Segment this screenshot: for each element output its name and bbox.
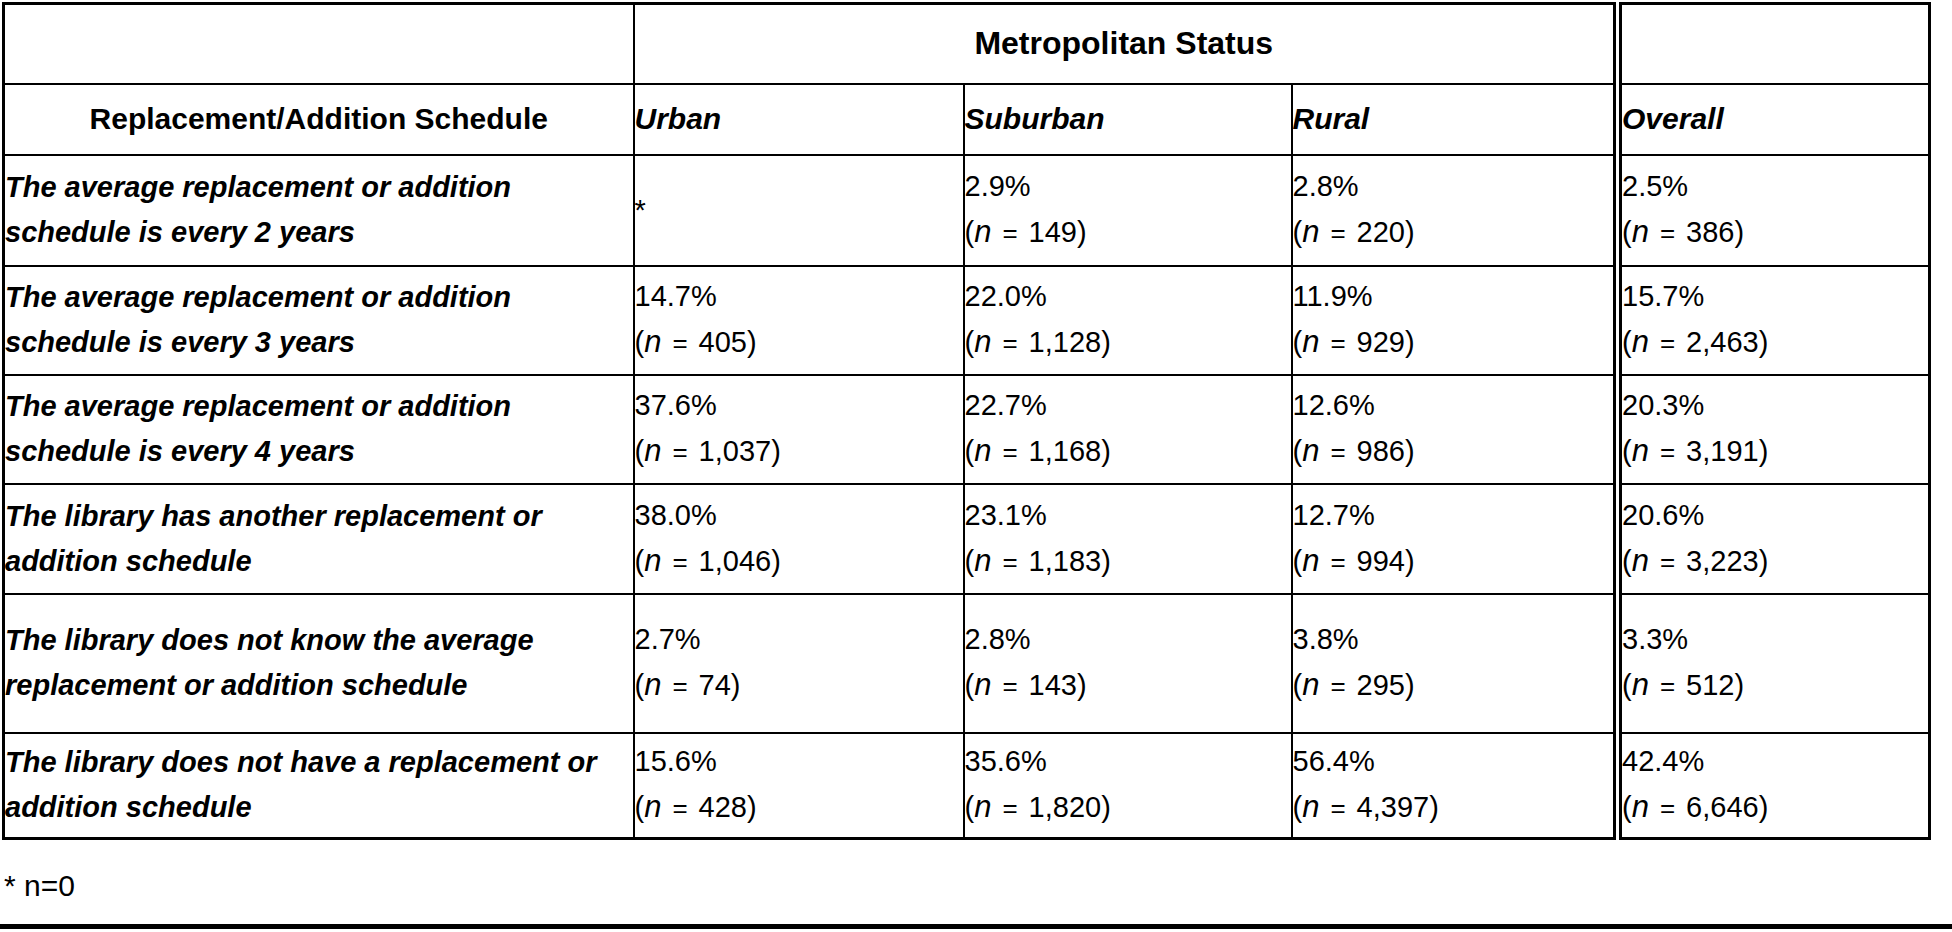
data-cell: 20.3%(n=3,191)	[1618, 375, 1930, 484]
sample-size-value: (n=3,223)	[1622, 538, 1928, 585]
bottom-rule-divider	[0, 924, 1952, 929]
data-cell: 22.0%(n=1,128)	[964, 266, 1292, 375]
row-label: The library has another replacement or a…	[4, 484, 634, 594]
sample-size-value: (n=405)	[635, 319, 963, 366]
table-row: The average replacement or addition sche…	[4, 155, 1930, 266]
sample-size-value: (n=3,191)	[1622, 428, 1928, 475]
sample-size-value: (n=386)	[1622, 209, 1928, 256]
percentage-value: 14.7%	[635, 274, 963, 319]
percentage-value: 2.7%	[635, 617, 963, 662]
sample-size-value: (n=6,646)	[1622, 784, 1928, 831]
table-row: The library does not know the average re…	[4, 594, 1930, 733]
percentage-value: 15.7%	[1622, 274, 1928, 319]
percentage-value: 3.3%	[1622, 617, 1928, 662]
data-cell: 14.7%(n=405)	[634, 266, 964, 375]
percentage-value: 12.7%	[1293, 493, 1614, 538]
percentage-value: 15.6%	[635, 739, 963, 784]
table-row: The library has another replacement or a…	[4, 484, 1930, 594]
sample-size-value: (n=1,128)	[965, 319, 1291, 366]
data-cell: 2.7%(n=74)	[634, 594, 964, 733]
data-cell: 2.8%(n=143)	[964, 594, 1292, 733]
percentage-value: 2.5%	[1622, 164, 1928, 209]
data-cell: 42.4%(n=6,646)	[1618, 733, 1930, 839]
row-label: The average replacement or addition sche…	[4, 155, 634, 266]
sample-size-value: (n=1,820)	[965, 784, 1291, 831]
data-cell: 12.6%(n=986)	[1292, 375, 1618, 484]
column-header-urban: Urban	[634, 84, 964, 155]
sample-size-value: (n=1,168)	[965, 428, 1291, 475]
data-cell: 22.7%(n=1,168)	[964, 375, 1292, 484]
percentage-value: 22.0%	[965, 274, 1291, 319]
data-cell: 2.9%(n=149)	[964, 155, 1292, 266]
table-row: The average replacement or addition sche…	[4, 375, 1930, 484]
sample-size-value: (n=2,463)	[1622, 319, 1928, 366]
table-body: The average replacement or addition sche…	[4, 155, 1930, 839]
sample-size-value: (n=994)	[1293, 538, 1614, 585]
percentage-value: 35.6%	[965, 739, 1291, 784]
data-cell: 2.8%(n=220)	[1292, 155, 1618, 266]
data-cell: 11.9%(n=929)	[1292, 266, 1618, 375]
row-header-replacement-addition-schedule: Replacement/Addition Schedule	[4, 84, 634, 155]
sample-size-value: (n=1,037)	[635, 428, 963, 475]
data-cell: 15.7%(n=2,463)	[1618, 266, 1930, 375]
percentage-value: 20.6%	[1622, 493, 1928, 538]
percentage-value: 42.4%	[1622, 739, 1928, 784]
span-header-row: Metropolitan Status	[4, 4, 1930, 84]
column-header-row: Replacement/Addition Schedule UrbanSubur…	[4, 84, 1930, 155]
percentage-value: 37.6%	[635, 383, 963, 428]
sample-size-value: (n=74)	[635, 662, 963, 709]
table-row: The average replacement or addition sche…	[4, 266, 1930, 375]
data-cell: 3.3%(n=512)	[1618, 594, 1930, 733]
sample-size-value: (n=143)	[965, 662, 1291, 709]
sample-size-value: (n=220)	[1293, 209, 1614, 256]
percentage-value: 3.8%	[1293, 617, 1614, 662]
row-label: The average replacement or addition sche…	[4, 375, 634, 484]
sample-size-value: (n=295)	[1293, 662, 1614, 709]
row-label: The average replacement or addition sche…	[4, 266, 634, 375]
percentage-value: 20.3%	[1622, 383, 1928, 428]
sample-size-value: (n=149)	[965, 209, 1291, 256]
sample-size-value: (n=512)	[1622, 662, 1928, 709]
table-row: The library does not have a replacement …	[4, 733, 1930, 839]
data-cell: 35.6%(n=1,820)	[964, 733, 1292, 839]
data-cell: 38.0%(n=1,046)	[634, 484, 964, 594]
percentage-value: 23.1%	[965, 493, 1291, 538]
percentage-value: *	[635, 188, 963, 233]
row-label: The library does not know the average re…	[4, 594, 634, 733]
data-cell: 56.4%(n=4,397)	[1292, 733, 1618, 839]
page: Metropolitan Status Replacement/Addition…	[0, 0, 1952, 932]
percentage-value: 2.9%	[965, 164, 1291, 209]
overall-header-empty-cell	[1618, 4, 1930, 84]
percentage-value: 56.4%	[1293, 739, 1614, 784]
sample-size-value: (n=986)	[1293, 428, 1614, 475]
sample-size-value: (n=1,046)	[635, 538, 963, 585]
data-cell: 23.1%(n=1,183)	[964, 484, 1292, 594]
metropolitan-status-table: Metropolitan Status Replacement/Addition…	[2, 2, 1931, 840]
percentage-value: 12.6%	[1293, 383, 1614, 428]
percentage-value: 22.7%	[965, 383, 1291, 428]
percentage-value: 38.0%	[635, 493, 963, 538]
sample-size-value: (n=1,183)	[965, 538, 1291, 585]
percentage-value: 11.9%	[1293, 274, 1614, 319]
data-cell: 20.6%(n=3,223)	[1618, 484, 1930, 594]
column-header-suburban: Suburban	[964, 84, 1292, 155]
sample-size-value: (n=4,397)	[1293, 784, 1614, 831]
row-label: The library does not have a replacement …	[4, 733, 634, 839]
column-header-overall: Overall	[1618, 84, 1930, 155]
percentage-value: 2.8%	[1293, 164, 1614, 209]
column-header-rural: Rural	[1292, 84, 1618, 155]
percentage-value: 2.8%	[965, 617, 1291, 662]
span-header-metropolitan-status: Metropolitan Status	[634, 4, 1618, 84]
data-cell: 3.8%(n=295)	[1292, 594, 1618, 733]
data-cell: 12.7%(n=994)	[1292, 484, 1618, 594]
sample-size-value: (n=929)	[1293, 319, 1614, 366]
data-cell: *	[634, 155, 964, 266]
data-cell: 37.6%(n=1,037)	[634, 375, 964, 484]
corner-cell-empty	[4, 4, 634, 84]
data-cell: 15.6%(n=428)	[634, 733, 964, 839]
footnote: * n=0	[4, 869, 75, 903]
data-cell: 2.5%(n=386)	[1618, 155, 1930, 266]
sample-size-value: (n=428)	[635, 784, 963, 831]
